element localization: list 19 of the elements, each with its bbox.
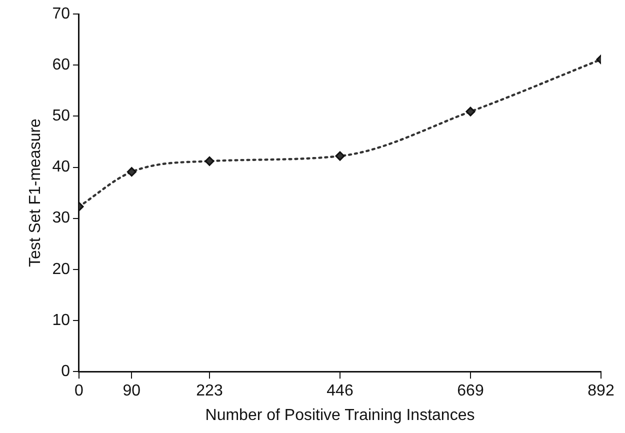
y-tick-label: 0 <box>61 363 70 380</box>
x-axis-title: Number of Positive Training Instances <box>205 406 475 424</box>
point <box>204 156 214 166</box>
y-tick-label: 40 <box>52 158 70 176</box>
y-tick-label: 60 <box>52 56 70 74</box>
y-tick-label: 30 <box>52 210 70 227</box>
y-tick-label: 50 <box>52 108 70 125</box>
y-tick-label: 70 <box>52 5 70 22</box>
point <box>466 106 476 116</box>
x-tick-label: 0 <box>74 382 84 400</box>
y-axis-title: Test Set F1-measure <box>27 118 44 268</box>
x-tick-label: 669 <box>457 382 484 400</box>
point <box>335 151 345 161</box>
x-tick-label: 90 <box>122 382 141 400</box>
x-tick-label: 223 <box>196 382 223 400</box>
x-tick-label: 446 <box>326 382 354 400</box>
y-tick-label: 10 <box>52 312 70 329</box>
y-tick-label: 20 <box>52 260 70 278</box>
x-tick-label: 892 <box>588 382 614 400</box>
